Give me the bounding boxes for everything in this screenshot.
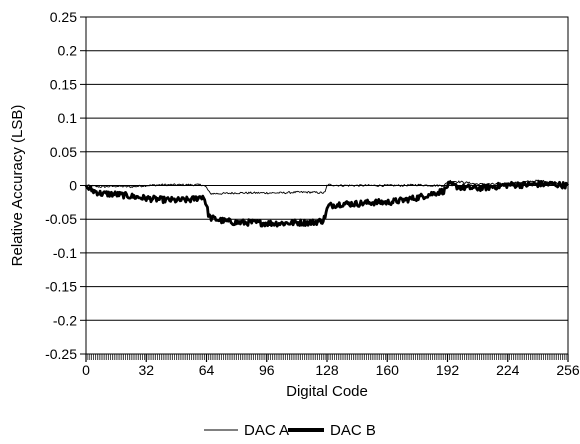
- y-tick-label: -0.2: [53, 312, 77, 328]
- legend-label-dac-b: DAC B: [330, 422, 376, 439]
- x-tick-label: 160: [376, 362, 400, 378]
- x-tick-label: 0: [82, 362, 90, 378]
- y-axis-ticks: 0.25 0.2 0.15 0.1 0.05 0 -0.05 -0.1 -0.15 -0.2 -0.…: [45, 9, 86, 362]
- x-minor-ticks: [85, 354, 569, 360]
- y-tick-label: 0: [69, 178, 77, 194]
- y-tick-label: 0.25: [50, 9, 77, 25]
- x-tick-label: 192: [436, 362, 460, 378]
- series-line-dac-b: [84, 180, 570, 228]
- y-axis-title: Relative Accuracy (LSB): [9, 105, 26, 267]
- y-tick-label: 0.05: [50, 144, 77, 160]
- y-tick-label: -0.05: [45, 211, 77, 227]
- legend-label-dac-a: DAC A: [244, 422, 289, 439]
- x-axis-ticks: 0 32 64 96 128 160 192 224 256: [82, 354, 580, 378]
- y-tick-label: -0.25: [45, 346, 77, 362]
- y-tick-label: 0.15: [50, 76, 77, 92]
- legend: DAC A DAC B: [204, 422, 376, 439]
- x-tick-label: 64: [199, 362, 215, 378]
- x-tick-label: 128: [315, 362, 339, 378]
- series-group: [84, 179, 570, 228]
- x-tick-label: 224: [496, 362, 520, 378]
- y-tick-label: -0.1: [53, 245, 77, 261]
- x-tick-label: 32: [138, 362, 154, 378]
- y-tick-label: 0.1: [58, 110, 78, 126]
- x-axis-title: Digital Code: [286, 383, 368, 400]
- y-tick-label: -0.15: [45, 279, 77, 295]
- x-tick-label: 256: [556, 362, 580, 378]
- y-tick-label: 0.2: [58, 43, 78, 59]
- x-tick-label: 96: [259, 362, 275, 378]
